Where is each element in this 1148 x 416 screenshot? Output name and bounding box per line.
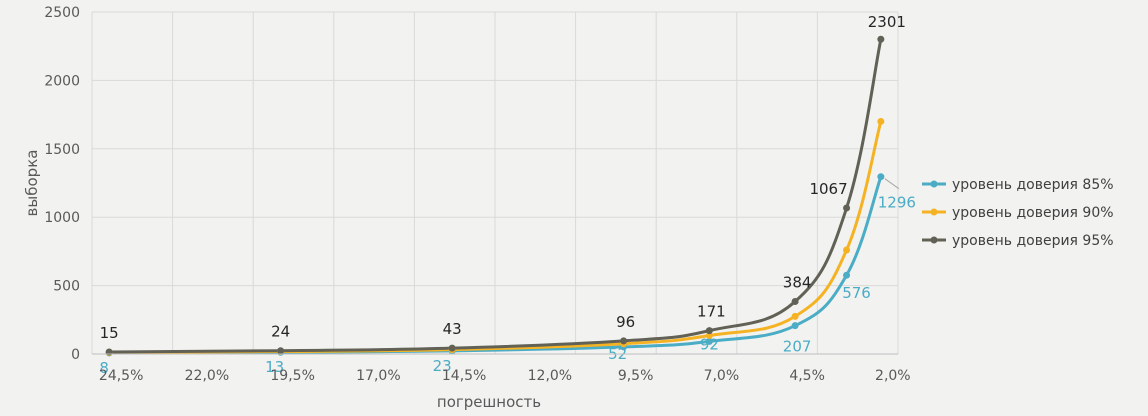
data-label: 384 [783,273,812,291]
data-point [877,117,885,125]
x-tick-label: 14,5% [442,368,486,384]
y-tick-label: 1000 [44,210,80,226]
x-tick-label: 19,5% [270,368,314,384]
data-label: 15 [100,324,119,342]
data-point [843,246,851,254]
data-label: 13 [265,358,284,376]
data-point [705,332,713,340]
x-tick-label: 24,5% [99,368,143,384]
data-point [877,173,885,181]
x-axis-title: погрешность [437,393,541,411]
data-point [877,35,885,43]
legend-marker [930,180,938,188]
data-label: 23 [433,357,452,375]
data-label: 576 [842,284,871,302]
y-tick-label: 500 [53,279,80,295]
legend-marker [930,236,938,244]
data-point [843,204,851,212]
data-point [843,271,851,279]
data-point [705,327,713,335]
x-tick-label: 9,5% [618,368,654,384]
data-label: 96 [616,313,635,331]
y-tick-label: 0 [71,347,80,363]
data-label: 1067 [809,180,847,198]
data-label: 92 [700,335,719,353]
legend-label: уровень доверия 85% [952,177,1114,193]
x-tick-label: 4,5% [789,368,825,384]
y-tick-label: 1500 [44,142,80,158]
leader-line [884,178,900,190]
legend-label: уровень доверия 95% [952,233,1114,249]
legend-label: уровень доверия 90% [952,205,1114,221]
data-point [620,337,628,345]
data-point [705,337,713,345]
data-point [791,312,799,320]
data-point [791,322,799,330]
y-tick-label: 2500 [44,5,80,21]
data-label: 1296 [878,194,916,212]
data-label: 171 [697,303,726,321]
data-point [277,347,285,355]
legend-marker [930,208,938,216]
data-label: 43 [443,320,462,338]
data-label: 8 [99,359,109,377]
y-tick-label: 2000 [44,73,80,89]
x-tick-label: 17,0% [356,368,400,384]
data-label: 24 [271,323,290,341]
data-point [448,344,456,352]
data-point [791,297,799,305]
x-tick-label: 7,0% [704,368,740,384]
data-label: 207 [783,338,812,356]
x-tick-label: 12,0% [528,368,572,384]
data-label: 2301 [868,13,906,31]
x-tick-label: 22,0% [185,368,229,384]
y-axis-title: выборка [23,150,41,217]
x-tick-label: 2,0% [875,368,911,384]
